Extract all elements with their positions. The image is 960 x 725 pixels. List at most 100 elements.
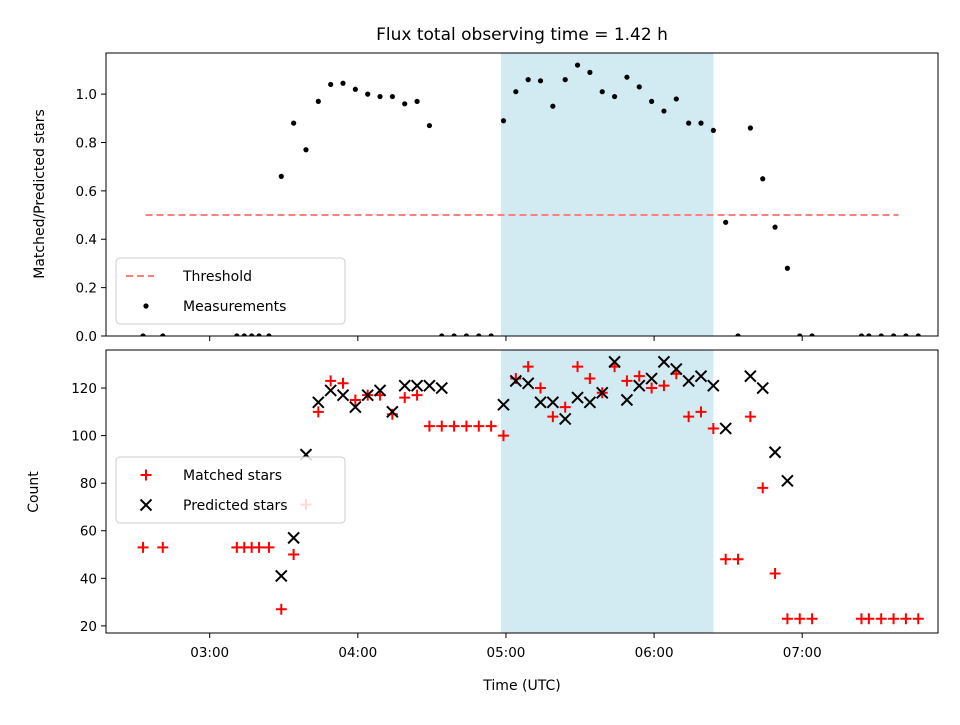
predicted-star-point xyxy=(386,405,399,419)
matched-star-point xyxy=(863,613,875,625)
predicted-star-point xyxy=(768,446,782,459)
measurement-point xyxy=(241,333,247,336)
predicted-star-point xyxy=(657,355,671,369)
measurement-point xyxy=(858,333,865,336)
measurement-point xyxy=(234,333,240,336)
legend-predicted-swatch xyxy=(139,498,153,512)
matched-star-point xyxy=(137,541,149,553)
matched-star-point xyxy=(312,406,324,418)
matched-star-point xyxy=(584,373,596,385)
matched-star-point xyxy=(707,422,719,434)
x-tick-label: 03:00 xyxy=(190,645,229,661)
matched-star-point xyxy=(411,389,423,401)
matched-star-point xyxy=(275,603,287,615)
predicted-star-point xyxy=(275,569,288,583)
measurement-point xyxy=(878,333,884,336)
matched-star-point xyxy=(875,613,887,625)
matched-star-point xyxy=(399,392,411,404)
top-series-1 xyxy=(140,62,921,336)
matched-star-point xyxy=(572,361,584,373)
top-y-tick-label: 0.6 xyxy=(76,184,97,200)
measurement-point xyxy=(439,333,445,336)
measurement-point xyxy=(402,101,408,107)
measurement-point xyxy=(784,265,791,271)
measurement-point xyxy=(890,333,897,336)
predicted-star-point xyxy=(497,398,510,411)
measurement-point xyxy=(772,224,778,230)
measurement-point xyxy=(278,173,284,179)
matched-star-point xyxy=(473,420,485,432)
bottom-legend: Matched stars Predicted stars xyxy=(115,456,346,524)
x-axis-label: Time (UTC) xyxy=(482,678,560,694)
measurement-point xyxy=(686,120,692,126)
measurement-point xyxy=(525,77,531,83)
predicted-star-point xyxy=(781,474,794,488)
matched-star-point xyxy=(522,361,534,373)
measurement-point xyxy=(328,81,334,88)
matched-star-point xyxy=(621,375,633,387)
top-y-axis-label: Matched/Predicted stars xyxy=(32,109,48,279)
matched-star-point xyxy=(658,380,670,392)
matched-star-point xyxy=(757,482,769,494)
measurement-point xyxy=(915,333,921,336)
measurement-point xyxy=(266,333,272,336)
predicted-star-point xyxy=(349,400,362,414)
predicted-star-point xyxy=(324,384,337,397)
measurement-point xyxy=(451,333,457,336)
predicted-star-point xyxy=(534,396,547,409)
measurement-point xyxy=(562,77,568,83)
predicted-star-point xyxy=(361,388,374,402)
legend-measurement-swatch xyxy=(143,303,149,309)
matched-star-point xyxy=(732,553,744,565)
measurement-point xyxy=(574,62,581,68)
matched-star-point xyxy=(559,401,571,413)
legend-matched-swatch xyxy=(140,469,152,481)
matched-star-point xyxy=(386,408,398,420)
bottom-y-tick-label: 120 xyxy=(71,381,97,397)
predicted-star-point xyxy=(287,531,300,545)
matched-star-point xyxy=(157,541,169,553)
measurement-point xyxy=(735,333,741,336)
measurement-point xyxy=(291,120,297,126)
matched-star-point xyxy=(912,613,924,625)
measurement-point xyxy=(661,108,667,114)
matched-star-point xyxy=(683,411,695,423)
bottom-legend-box xyxy=(115,456,346,524)
predicted-star-point xyxy=(620,393,634,407)
matched-star-point xyxy=(888,613,900,625)
top-highlight-span xyxy=(501,53,714,336)
matched-star-point xyxy=(535,382,547,394)
top-y-tick-label: 0.2 xyxy=(76,281,97,297)
bottom-legend-label: Matched stars xyxy=(183,468,282,484)
bottom-axes-frame xyxy=(105,349,939,634)
measurement-point xyxy=(903,333,909,336)
x-tick-label: 04:00 xyxy=(338,645,377,661)
predicted-star-point xyxy=(571,391,584,404)
x-tick-label: 05:00 xyxy=(486,645,525,661)
matched-star-point xyxy=(325,375,337,387)
measurement-point xyxy=(797,333,803,336)
predicted-star-point xyxy=(682,374,695,388)
matched-star-point xyxy=(460,420,472,432)
predicted-star-point xyxy=(546,396,560,409)
matched-star-point xyxy=(769,568,781,580)
top-axes-frame xyxy=(105,52,939,337)
measurement-point xyxy=(809,333,815,336)
top-y-tick-label: 0.8 xyxy=(76,135,97,151)
predicted-star-point xyxy=(670,362,683,376)
matched-star-point xyxy=(288,549,300,561)
measurement-point xyxy=(624,74,630,80)
predicted-star-point xyxy=(694,369,708,383)
chart-title: Flux total observing time = 1.42 h xyxy=(376,25,668,45)
measurement-point xyxy=(256,333,262,336)
bottom-y-tick-label: 20 xyxy=(80,619,97,635)
x-tick-label: 06:00 xyxy=(635,645,674,661)
predicted-star-point xyxy=(312,396,325,409)
measurement-point xyxy=(599,89,605,95)
predicted-star-point xyxy=(707,379,720,392)
bottom-y-tick-label: 60 xyxy=(80,524,97,540)
matched-star-point xyxy=(806,613,818,625)
predicted-star-point xyxy=(633,379,646,392)
top-y-tick-label: 0.0 xyxy=(76,329,97,345)
